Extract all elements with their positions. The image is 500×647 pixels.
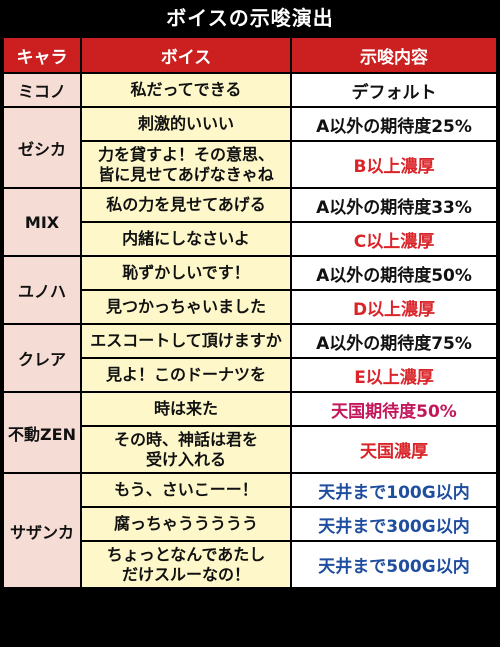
hint-cell: 天井まで300G以内 [291,507,497,541]
hint-cell: A以外の期待度50% [291,256,497,290]
chara-cell-zeshika: ゼシカ [3,107,81,188]
hint-cell: D以上濃厚 [291,290,497,324]
table-row: 内緒にしなさいよ C以上濃厚 [3,222,497,256]
chara-cell-mikono: ミコノ [3,73,81,107]
table-row: 不動ZEN 時は来た 天国期待度50% [3,392,497,473]
hint-cell: A以外の期待度33% [291,188,497,222]
table-row: その時、神話は君を 受け入れる 天国濃厚 [3,426,497,473]
voice-line: 皆に見せてあげなきゃね [98,164,274,184]
header-voice: ボイス [81,37,291,73]
voice-cell: もう、さいこーー！ [81,473,291,507]
voice-line: その時、神話は君を [113,429,258,449]
voice-cell: 私だってできる [81,73,291,107]
header-row: キャラ ボイス 示唆内容 [3,37,497,73]
header-chara: キャラ [3,37,81,73]
voice-cell: 力を貸すよ！その意思、 皆に見せてあげなきゃね [81,141,291,188]
hint-cell: デフォルト [291,73,497,107]
hint-cell: B以上濃厚 [291,141,497,188]
voice-cell: 内緒にしなさいよ [81,222,291,256]
chara-cell-fudo-zen: 不動ZEN [3,392,81,473]
table-row: 見よ！このドーナツを E以上濃厚 [3,358,497,392]
voice-line: ちょっとなんであたし [106,544,266,564]
table-row: 力を貸すよ！その意思、 皆に見せてあげなきゃね B以上濃厚 [3,141,497,188]
voice-cell: 見つかっちゃいました [81,290,291,324]
hint-cell: E以上濃厚 [291,358,497,392]
hint-cell: C以上濃厚 [291,222,497,256]
table-row: ゼシカ 刺激的いいい A以外の期待度25% [3,107,497,188]
table-title: ボイスの示唆演出 [166,6,334,30]
hint-cell: 天井まで100G以内 [291,473,497,507]
table-row: MIX 私の力を見せてあげる A以外の期待度33% [3,188,497,256]
table-row: ミコノ 私だってできる デフォルト [3,73,497,107]
table-row: 腐っちゃううううう 天井まで300G以内 [3,507,497,541]
chara-cell-yunoha: ユノハ [3,256,81,324]
voice-cell: ちょっとなんであたし だけスルーなの！ [81,541,291,588]
chara-cell-claire: クレア [3,324,81,392]
chara-cell-mix: MIX [3,188,81,256]
voice-cell: 刺激的いいい [81,107,291,141]
table-row: サザンカ もう、さいこーー！ 天井まで100G以内 [3,473,497,588]
hint-cell: 天井まで500G以内 [291,541,497,588]
voice-cell: 腐っちゃううううう [81,507,291,541]
table-row: クレア エスコートして頂けますか A以外の期待度75% [3,324,497,392]
hint-cell: A以外の期待度75% [291,324,497,358]
table-row: 見つかっちゃいました D以上濃厚 [3,290,497,324]
table-row: ユノハ 恥ずかしいです！ A以外の期待度50% [3,256,497,324]
voice-cell: 私の力を見せてあげる [81,188,291,222]
table-row: ちょっとなんであたし だけスルーなの！ 天井まで500G以内 [3,541,497,588]
voice-line: だけスルーなの！ [121,564,250,584]
chara-cell-sazanka: サザンカ [3,473,81,588]
voice-cell: その時、神話は君を 受け入れる [81,426,291,473]
voice-cell: 見よ！このドーナツを [81,358,291,392]
voice-line: 力を貸すよ！その意思、 [97,144,274,164]
voice-cell: 恥ずかしいです！ [81,256,291,290]
voice-cell: エスコートして頂けますか [81,324,291,358]
voice-hint-table: キャラ ボイス 示唆内容 ミコノ 私だってできる デフォルト ゼシカ 刺激的いい… [3,37,497,588]
voice-cell: 時は来た [81,392,291,426]
header-hint: 示唆内容 [291,37,497,73]
hint-cell: A以外の期待度25% [291,107,497,141]
hint-cell: 天国期待度50% [291,392,497,426]
voice-line: 受け入れる [145,449,226,469]
hint-cell: 天国濃厚 [291,426,497,473]
